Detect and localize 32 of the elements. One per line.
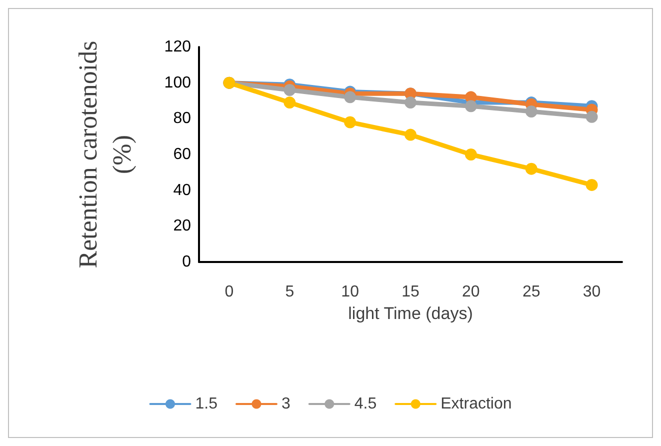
- y-axis-title: Retention carotenoids (%): [74, 40, 136, 268]
- y-tick-label: 120: [164, 38, 192, 56]
- point: [344, 91, 356, 104]
- y-tick-label: 20: [173, 218, 192, 235]
- x-tick-label: 30: [582, 284, 601, 300]
- x-tick-label: 10: [341, 284, 360, 300]
- point: [404, 128, 416, 141]
- point: [525, 162, 538, 175]
- legend-label: 3: [281, 396, 290, 412]
- x-tick-label: 20: [462, 284, 480, 300]
- y-tick-label: 40: [173, 182, 192, 199]
- y-tick-label: 0: [182, 254, 192, 270]
- point: [586, 178, 598, 191]
- x-axis-title: light Time (days): [348, 304, 473, 323]
- legend-label: 4.5: [354, 396, 377, 412]
- x-tick-label: 5: [285, 284, 294, 300]
- y-tick-label: 100: [164, 74, 192, 92]
- point: [525, 106, 538, 118]
- point: [284, 84, 296, 96]
- point: [464, 100, 477, 112]
- legend-label: 1.5: [195, 396, 218, 412]
- point: [586, 110, 598, 123]
- x-tick-label: 0: [224, 284, 234, 300]
- point: [404, 96, 416, 109]
- x-tick-label: 15: [402, 284, 420, 300]
- point: [464, 148, 477, 160]
- point: [284, 96, 296, 109]
- x-tick-label: 25: [522, 284, 540, 300]
- point: [344, 116, 356, 128]
- y-tick-label: 80: [173, 110, 192, 128]
- legend-label: Extraction: [440, 396, 512, 412]
- y-tick-label: 60: [173, 146, 192, 163]
